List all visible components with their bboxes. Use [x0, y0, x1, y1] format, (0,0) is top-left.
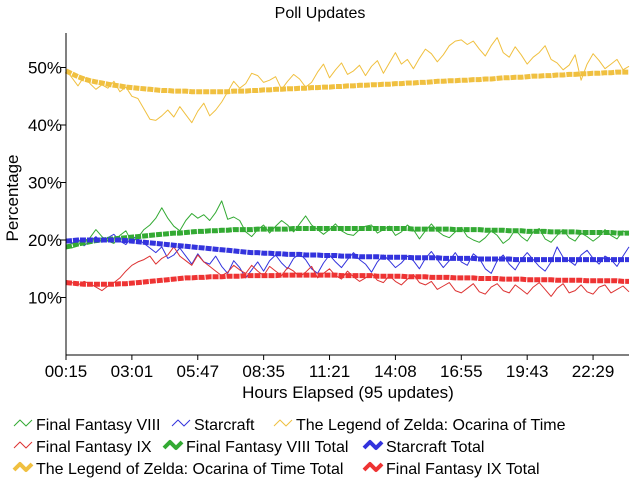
series-line-final-fantasy-ix-total [65, 272, 629, 287]
series-line-the-legend-of-zelda-ocarina-of-time-total [64, 68, 629, 95]
legend-entry-starcraft-total: Starcraft Total [362, 439, 484, 456]
x-tick-label: 05:47 [176, 362, 219, 381]
legend-swatch-final-fantasy-ix [13, 441, 33, 449]
y-axis-label: Percentage [3, 155, 22, 242]
legend-label: The Legend of Zelda: Ocarina of Time Tot… [36, 461, 343, 478]
legend-label: Starcraft [194, 417, 255, 434]
y-tick-label: 20% [28, 231, 62, 250]
legend-swatch-the-legend-of-zelda-ocarina-of-time-total [12, 462, 34, 472]
series-line-the-legend-of-zelda-ocarina-of-time [65, 37, 630, 124]
legend-swatch-starcraft-total [362, 440, 384, 450]
legend-label: Final Fantasy VIII Total [186, 439, 348, 456]
legend-entry-the-legend-of-zelda-ocarina-of-time-total: The Legend of Zelda: Ocarina of Time Tot… [12, 461, 343, 478]
x-tick-label: 22:29 [572, 362, 615, 381]
legend-swatch-the-legend-of-zelda-ocarina-of-time [273, 419, 293, 427]
x-tick-label: 11:21 [309, 362, 350, 381]
legend-entry-final-fantasy-viii-total: Final Fantasy VIII Total [162, 439, 348, 456]
legend-label: Final Fantasy IX [36, 439, 152, 456]
y-axis-ticks: 10% 20% 30% 40% 50% [28, 59, 66, 308]
series-line-final-fantasy-ix [65, 246, 630, 297]
x-tick-label: 08:35 [242, 362, 285, 381]
x-tick-label: 19:43 [506, 362, 549, 381]
series-line-starcraft-total [65, 237, 629, 263]
legend-label: The Legend of Zelda: Ocarina of Time [296, 417, 566, 434]
x-tick-label: 16:55 [440, 362, 483, 381]
x-tick-label: 14:08 [374, 362, 417, 381]
legend-label: Final Fantasy IX Total [386, 461, 540, 478]
legend-entry-final-fantasy-ix-total: Final Fantasy IX Total [362, 461, 540, 478]
y-tick-label: 50% [28, 59, 62, 78]
x-tick-label: 00:15 [45, 362, 88, 381]
legend-swatch-final-fantasy-viii-total [162, 440, 184, 450]
legend-swatch-final-fantasy-viii [13, 419, 33, 427]
series-line-final-fantasy-viii-total [65, 226, 629, 250]
plot-area [64, 37, 630, 297]
legend-entry-final-fantasy-ix: Final Fantasy IX [13, 439, 152, 456]
legend-swatch-starcraft [171, 419, 191, 427]
chart-title: Poll Updates [275, 5, 366, 22]
y-tick-label: 40% [28, 116, 62, 135]
x-axis-label: Hours Elapsed (95 updates) [242, 383, 454, 402]
legend-entry-starcraft: Starcraft [171, 417, 255, 434]
legend-label: Starcraft Total [386, 439, 484, 456]
legend-entry-final-fantasy-viii: Final Fantasy VIII [13, 417, 161, 434]
y-tick-label: 10% [28, 289, 62, 308]
x-axis-ticks: 00:15 03:01 05:47 08:35 11:21 14:08 16:55 19:43… [45, 355, 615, 381]
y-tick-label: 30% [28, 174, 62, 193]
legend-swatch-final-fantasy-ix-total [362, 462, 384, 472]
x-tick-label: 03:01 [111, 362, 154, 381]
legend-entry-the-legend-of-zelda-ocarina-of-time: The Legend of Zelda: Ocarina of Time [273, 417, 566, 434]
legend-label: Final Fantasy VIII [36, 417, 161, 434]
legend: Final Fantasy VIII Starcraft The Legend of… [12, 417, 566, 478]
